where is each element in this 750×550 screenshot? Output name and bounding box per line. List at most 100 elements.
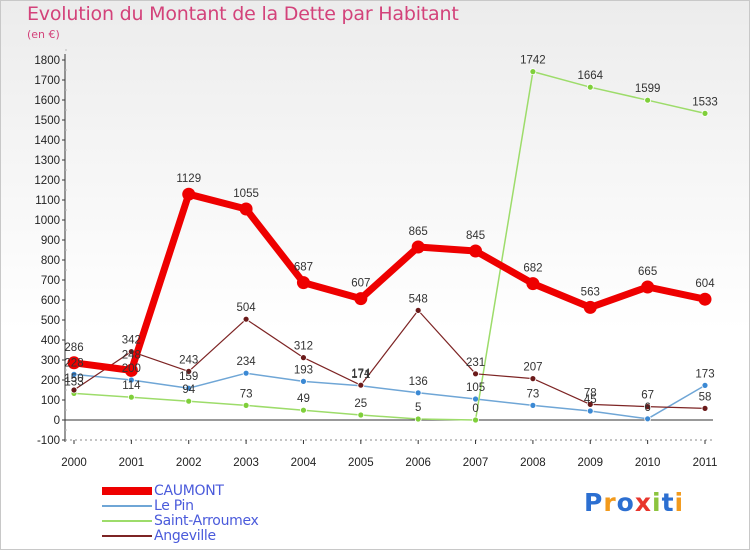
- data-label: 94: [182, 384, 195, 396]
- data-point: [586, 400, 594, 408]
- data-point: [644, 403, 652, 411]
- y-tick-label: 1500: [34, 115, 60, 127]
- data-label: 114: [122, 380, 141, 392]
- data-point: [529, 68, 537, 75]
- data-point: [300, 354, 307, 362]
- data-point: [414, 306, 422, 314]
- data-point: [472, 395, 479, 403]
- data-label: 173: [695, 368, 714, 380]
- data-label: 1055: [233, 188, 259, 200]
- data-label: 73: [527, 388, 540, 400]
- data-label: 58: [699, 391, 712, 403]
- data-point: [296, 276, 310, 290]
- data-label: 171: [351, 369, 370, 381]
- x-tick-label: 2001: [119, 457, 145, 469]
- data-point: [300, 377, 307, 385]
- y-tick-label: 400: [41, 335, 60, 347]
- x-tick-label: 2011: [693, 457, 718, 469]
- data-point: [414, 389, 422, 397]
- logo-letter: x: [634, 488, 652, 517]
- legend-swatch: [102, 535, 152, 537]
- logo-letter: r: [603, 488, 617, 517]
- data-label: 200: [122, 363, 141, 375]
- y-tick-label: 800: [41, 255, 60, 267]
- data-point: [701, 404, 709, 412]
- legend-label: Le Pin: [154, 498, 194, 514]
- y-tick-label: 200: [41, 375, 60, 387]
- logo-letter: i: [674, 488, 685, 517]
- legend-swatch: [102, 520, 152, 522]
- x-tick-label: 2000: [61, 457, 87, 469]
- data-label: 865: [409, 226, 428, 238]
- legend-swatch: [102, 505, 152, 507]
- data-point: [583, 300, 597, 314]
- data-label: 228: [64, 357, 83, 369]
- data-label: 504: [236, 302, 256, 314]
- y-tick-label: 1600: [34, 95, 60, 107]
- data-point: [641, 280, 655, 294]
- data-label: 6: [644, 402, 650, 414]
- data-point: [586, 83, 594, 91]
- series-line-caumont: [70, 190, 709, 374]
- data-point: [354, 292, 368, 306]
- data-label: 682: [523, 263, 542, 275]
- data-point: [411, 240, 425, 254]
- data-label: 193: [294, 364, 313, 376]
- y-tick-label: 1400: [34, 135, 60, 147]
- data-label: 286: [64, 342, 83, 354]
- data-label: 845: [466, 230, 485, 242]
- data-label: 607: [351, 278, 370, 290]
- data-point: [644, 96, 652, 104]
- chart-subtitle: (en €): [27, 28, 60, 41]
- x-tick-label: 2005: [348, 457, 374, 469]
- y-tick-label: -100: [37, 435, 60, 447]
- data-label: 604: [695, 278, 715, 290]
- data-label: 67: [641, 390, 654, 402]
- x-tick-label: 2003: [233, 457, 259, 469]
- data-point: [127, 393, 135, 401]
- x-tick-label: 2006: [405, 457, 431, 469]
- y-tick-label: 1000: [34, 215, 60, 227]
- data-point: [242, 369, 250, 377]
- logo-letter: t: [661, 488, 675, 517]
- y-tick-label: 600: [41, 295, 60, 307]
- data-label: 49: [297, 393, 310, 405]
- data-label: 312: [294, 341, 313, 353]
- x-tick-label: 2004: [291, 457, 317, 469]
- data-point: [242, 401, 250, 409]
- data-point: [357, 411, 365, 419]
- data-point: [701, 381, 709, 389]
- y-tick-label: 900: [41, 235, 60, 247]
- data-point: [472, 416, 479, 424]
- x-tick-label: 2008: [520, 457, 546, 469]
- data-label: 133: [64, 376, 83, 388]
- data-label: 1664: [577, 70, 603, 82]
- series-line-angeville: [73, 309, 706, 409]
- logo-letter: i: [652, 488, 662, 517]
- data-label: 45: [584, 394, 597, 406]
- data-point: [127, 376, 135, 384]
- series-line-saint-arroumex: [73, 70, 706, 421]
- data-point: [414, 415, 422, 423]
- y-tick-label: 1200: [34, 175, 60, 187]
- y-tick-label: 100: [41, 395, 60, 407]
- data-label: 207: [523, 362, 542, 374]
- data-point: [182, 187, 196, 201]
- y-tick-label: 1100: [35, 195, 60, 207]
- y-tick-label: 500: [41, 315, 60, 327]
- data-label: 174: [351, 368, 371, 380]
- legend-label: Angeville: [154, 528, 216, 544]
- data-label: 231: [466, 357, 485, 369]
- data-label: 234: [236, 356, 256, 368]
- data-point: [185, 384, 193, 392]
- series-line-le pin: [73, 372, 706, 420]
- y-tick-label: 1800: [34, 55, 60, 67]
- data-label: 548: [409, 293, 428, 305]
- x-tick-label: 2007: [463, 457, 489, 469]
- data-point: [644, 415, 652, 423]
- data-label: 150: [64, 373, 83, 385]
- data-point: [185, 367, 193, 375]
- data-label: 687: [294, 262, 313, 274]
